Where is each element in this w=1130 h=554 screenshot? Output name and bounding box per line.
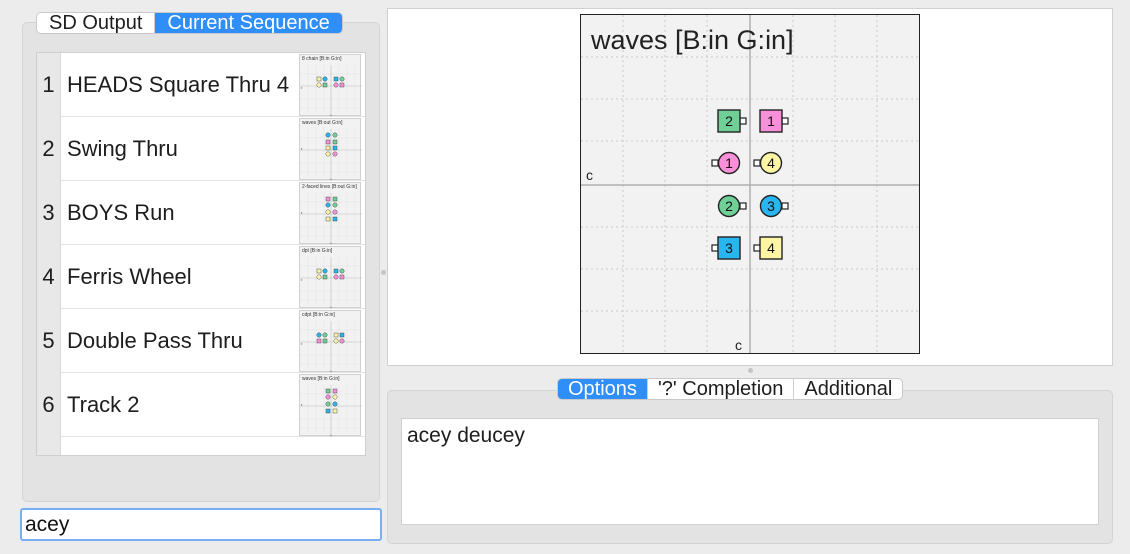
sequence-row[interactable]: 4 Ferris Wheel dpt [B:in G:in] (37, 245, 365, 309)
thumbnail-title: 8 chain [B:in G:in] (302, 56, 342, 62)
dancer-number: 2 (725, 198, 733, 214)
dancer-square-2: 2 (717, 109, 747, 133)
caller-marker-bottom: c (735, 337, 742, 353)
row-number: 2 (37, 117, 61, 181)
thumb-cdpt (300, 321, 362, 373)
formation-thumbnail: dpt [B:in G:in] (299, 246, 362, 309)
dancer-layer: 2 1 1 4 2 3 3 4 (711, 109, 789, 260)
call-name: Track 2 (67, 392, 140, 417)
formation-thumbnail: waves [B:out G:in] (299, 118, 362, 181)
option-item[interactable]: acey deucey (407, 424, 525, 447)
dancer-number: 2 (725, 113, 733, 129)
formation-thumbnail: 2-faced lines [B:out G:in] (299, 182, 362, 245)
dancer-circle-1: 1 (711, 151, 741, 175)
formation-thumbnail: waves [B:in G:in] (299, 374, 362, 437)
horizontal-split-handle[interactable] (381, 270, 386, 275)
call-input[interactable] (20, 508, 382, 541)
dancer-number: 3 (725, 240, 733, 256)
tab-current-sequence[interactable]: Current Sequence (154, 13, 342, 33)
sequence-row[interactable]: 1 HEADS Square Thru 4 8 chain [B:in G:in… (37, 53, 365, 117)
tab-options[interactable]: Options (558, 379, 647, 399)
thumb-waves (300, 129, 362, 181)
caller-marker-left: c (586, 167, 593, 183)
dancer-square-4: 4 (753, 236, 783, 260)
formation-thumbnail: cdpt [B:in G:in] (299, 310, 362, 373)
formation-thumbnail: 8 chain [B:in G:in] (299, 54, 362, 117)
tab-completion[interactable]: '?' Completion (646, 379, 793, 399)
thumbnail-title: waves [B:in G:in] (302, 376, 340, 382)
sequence-table: 1 HEADS Square Thru 4 8 chain [B:in G:in… (36, 52, 366, 456)
dancer-circle-3: 3 (759, 194, 789, 218)
options-tab-bar: Options '?' Completion Additional (557, 378, 904, 400)
row-number-gutter (37, 437, 61, 455)
left-tab-bar: SD Output Current Sequence (36, 12, 343, 34)
dancer-number: 4 (767, 240, 775, 256)
options-list: acey deucey (401, 418, 1099, 525)
thumb-eight-chain (300, 65, 362, 117)
row-number: 3 (37, 181, 61, 245)
call-name: Double Pass Thru (67, 328, 243, 353)
call-name: Ferris Wheel (67, 264, 192, 289)
row-number: 4 (37, 245, 61, 309)
dancer-square-1: 1 (759, 109, 789, 133)
sequence-row[interactable]: 6 Track 2 waves [B:in G:in] (37, 373, 365, 437)
tab-sd-output[interactable]: SD Output (49, 12, 143, 34)
dancer-number: 4 (767, 155, 775, 171)
row-number: 5 (37, 309, 61, 373)
formation-diagram: 2 1 1 4 2 3 3 4 waves [B:in G:in] c c (580, 14, 920, 354)
call-name: Swing Thru (67, 136, 178, 161)
dancer-number: 1 (767, 113, 775, 129)
dancer-number: 3 (767, 198, 775, 214)
vertical-split-handle[interactable] (748, 368, 753, 373)
call-name: BOYS Run (67, 200, 175, 225)
sequence-row[interactable]: 3 BOYS Run 2-faced lines [B:out G:in] (37, 181, 365, 245)
thumbnail-title: dpt [B:in G:in] (302, 248, 333, 254)
thumbnail-title: 2-faced lines [B:out G:in] (302, 184, 357, 190)
formation-canvas: 2 1 1 4 2 3 3 4 (581, 15, 919, 353)
thumbnail-title: waves [B:out G:in] (302, 120, 343, 126)
thumb-two-faced-lines (300, 193, 362, 245)
dancer-square-3: 3 (711, 236, 741, 260)
tab-additional[interactable]: Additional (793, 379, 902, 399)
dancer-circle-2: 2 (717, 194, 747, 218)
dancer-number: 1 (725, 155, 733, 171)
sequence-row[interactable]: 5 Double Pass Thru cdpt [B:in G:in] (37, 309, 365, 373)
row-number: 1 (37, 53, 61, 117)
call-name: HEADS Square Thru 4 (67, 72, 290, 97)
dancer-circle-4: 4 (753, 151, 783, 175)
row-number: 6 (37, 373, 61, 437)
sequence-row[interactable]: 2 Swing Thru waves [B:out G:in] (37, 117, 365, 181)
thumb-dpt (300, 257, 362, 309)
thumb-waves-final (300, 385, 362, 437)
thumbnail-title: cdpt [B:in G:in] (302, 312, 335, 318)
formation-title: waves [B:in G:in] (591, 25, 794, 55)
